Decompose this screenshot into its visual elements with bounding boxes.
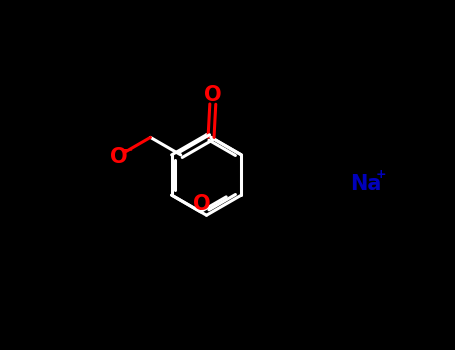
Text: −: − — [121, 142, 133, 156]
Text: Na: Na — [350, 174, 381, 194]
Text: O: O — [204, 85, 222, 105]
Text: O: O — [192, 194, 210, 214]
Text: O: O — [110, 147, 127, 168]
Text: +: + — [375, 168, 386, 182]
